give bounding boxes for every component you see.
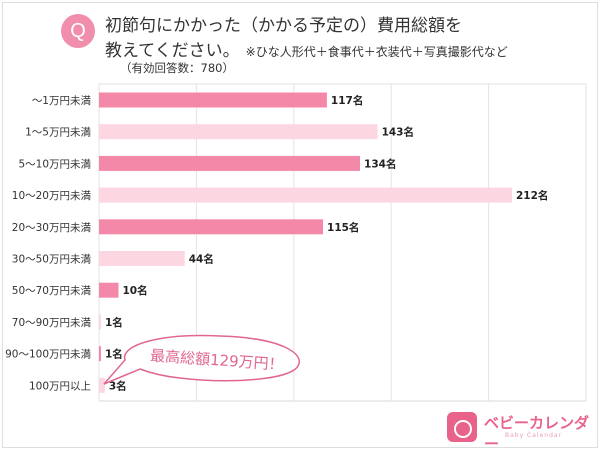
value-label: 10名 bbox=[122, 284, 147, 297]
baby-calendar-logo-icon bbox=[447, 412, 477, 442]
bar bbox=[99, 124, 378, 140]
logo-subtext: Baby Calendar bbox=[505, 432, 563, 439]
question-title-line1: 初節句にかかった（かかる予定の）費用総額を bbox=[105, 16, 462, 36]
bar bbox=[99, 92, 327, 108]
category-label: 50〜70万円未満 bbox=[12, 285, 92, 297]
value-label: 115名 bbox=[327, 221, 359, 234]
value-label: 134名 bbox=[364, 157, 396, 170]
category-label: 90〜100万円未満 bbox=[5, 349, 91, 361]
callout-bubble: 最高総額129万円！ bbox=[103, 334, 300, 385]
question-note: ※ひな人形代＋食事代＋衣装代＋写真撮影代など bbox=[245, 45, 508, 59]
bar bbox=[99, 251, 185, 266]
category-label: 20〜30万円未満 bbox=[12, 222, 92, 234]
category-label: 1〜5万円未満 bbox=[25, 127, 91, 139]
bar bbox=[99, 219, 324, 235]
category-label: 100万円以上 bbox=[29, 380, 91, 392]
value-label: 212名 bbox=[516, 189, 548, 202]
bar bbox=[99, 187, 512, 203]
category-label: 10〜20万円未満 bbox=[12, 190, 92, 202]
bar bbox=[99, 346, 101, 362]
callout-shape bbox=[103, 334, 300, 385]
value-label: 1名 bbox=[105, 316, 123, 329]
category-label: 〜1万円未満 bbox=[32, 95, 92, 107]
category-label: 30〜50万円未満 bbox=[12, 254, 92, 266]
question-title-line2-text: 教えてください。 bbox=[105, 41, 240, 61]
value-label: 3名 bbox=[109, 379, 127, 392]
value-label: 143名 bbox=[382, 126, 414, 139]
value-label: 44名 bbox=[189, 253, 214, 266]
bar bbox=[99, 282, 119, 298]
response-count: （有効回答数：780） bbox=[120, 61, 234, 75]
question-title-line2: 教えてください。 ※ひな人形代＋食事代＋衣装代＋写真撮影代など bbox=[105, 36, 508, 61]
bar bbox=[99, 377, 105, 393]
value-label: 1名 bbox=[105, 348, 123, 361]
category-label: 5〜10万円未満 bbox=[18, 158, 91, 170]
value-label: 117名 bbox=[331, 94, 363, 107]
chart-frame bbox=[2, 2, 598, 448]
question-badge: Q bbox=[61, 14, 95, 48]
logo-text: ベビーカレンダー bbox=[484, 414, 590, 453]
category-label: 70〜90万円未満 bbox=[12, 317, 92, 329]
bar bbox=[99, 155, 361, 171]
bar bbox=[99, 314, 101, 330]
